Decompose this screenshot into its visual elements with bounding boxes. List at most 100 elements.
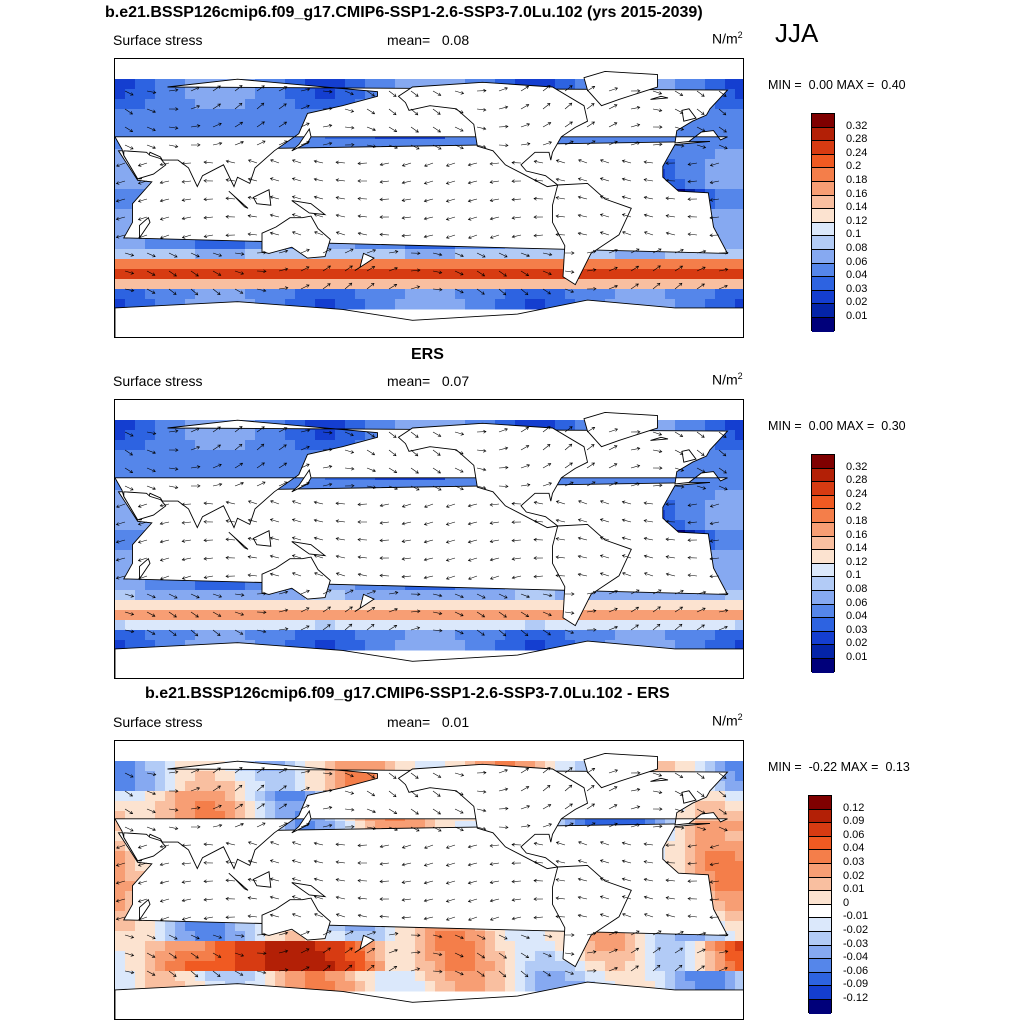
field-cell xyxy=(725,771,736,782)
field-cell xyxy=(175,771,186,782)
field-cell xyxy=(135,79,146,90)
stress-vector xyxy=(630,464,641,469)
field-cell xyxy=(725,259,736,270)
stress-vector xyxy=(586,140,596,146)
field-cell xyxy=(625,961,636,972)
field-cell xyxy=(725,961,736,972)
field-cell xyxy=(325,99,336,110)
field-cell xyxy=(425,610,436,621)
field-cell xyxy=(725,610,736,621)
field-cell xyxy=(405,279,416,290)
stress-vector xyxy=(401,180,412,185)
field-cell xyxy=(125,931,136,942)
field-cell xyxy=(405,961,416,972)
field-cell xyxy=(325,79,336,90)
stress-vector xyxy=(555,500,566,505)
stress-vector xyxy=(687,573,698,578)
field-cell xyxy=(505,931,516,942)
field-cell xyxy=(185,811,196,822)
field-cell xyxy=(665,590,676,601)
field-cell xyxy=(685,510,696,521)
colorbar-box xyxy=(812,222,834,237)
field-cell xyxy=(365,269,376,280)
field-cell xyxy=(285,610,296,621)
field-cell xyxy=(165,269,176,280)
land-polygon xyxy=(252,530,272,547)
field-cell xyxy=(715,881,726,892)
field-cell xyxy=(275,771,286,782)
panel-2-minmax: MIN = 0.00 MAX = 0.30 xyxy=(768,419,906,433)
stress-vector xyxy=(300,284,310,290)
field-cell xyxy=(115,550,126,561)
field-cell xyxy=(525,610,536,621)
field-cell xyxy=(215,771,226,782)
field-cell xyxy=(465,269,476,280)
field-cell xyxy=(115,570,126,581)
stress-vector xyxy=(586,609,597,613)
field-cell xyxy=(205,119,216,130)
field-cell xyxy=(305,269,316,280)
field-cell xyxy=(725,550,736,561)
field-cell xyxy=(175,99,186,110)
field-cell xyxy=(125,179,136,190)
field-cell xyxy=(165,119,176,130)
field-cell xyxy=(505,289,516,300)
field-cell xyxy=(415,590,426,601)
panel-1-units-base: N/m xyxy=(712,30,738,47)
stress-vector xyxy=(652,90,663,95)
field-cell xyxy=(505,249,516,260)
field-cell xyxy=(415,480,426,491)
stress-vector xyxy=(599,536,610,541)
stress-vector xyxy=(718,144,728,150)
stress-vector xyxy=(379,556,390,560)
field-cell xyxy=(685,299,696,310)
field-cell xyxy=(535,279,546,290)
field-cell xyxy=(695,119,706,130)
stress-vector xyxy=(520,593,530,599)
field-cell xyxy=(145,600,156,611)
field-cell xyxy=(425,480,436,491)
field-cell xyxy=(285,109,296,120)
field-cell xyxy=(315,480,326,491)
field-cell xyxy=(255,590,266,601)
field-cell xyxy=(545,249,556,260)
field-cell xyxy=(725,470,736,481)
field-cell xyxy=(125,620,136,631)
field-cell xyxy=(145,430,156,441)
field-cell xyxy=(645,249,656,260)
stress-vector xyxy=(718,126,727,133)
field-cell xyxy=(285,259,296,270)
field-cell xyxy=(555,420,566,431)
field-cell xyxy=(525,590,536,601)
field-cell xyxy=(735,229,743,240)
stress-vector xyxy=(212,270,222,276)
field-cell xyxy=(455,630,466,641)
field-cell xyxy=(495,931,506,942)
field-cell xyxy=(145,109,156,120)
field-cell xyxy=(245,119,256,130)
field-cell xyxy=(725,450,736,461)
stress-vector xyxy=(388,485,398,490)
stress-vector xyxy=(291,213,302,218)
field-cell xyxy=(245,931,256,942)
field-cell xyxy=(305,289,316,300)
field-cell xyxy=(725,570,736,581)
field-cell xyxy=(155,460,166,471)
field-cell xyxy=(395,249,406,260)
field-cell xyxy=(725,640,736,651)
field-cell xyxy=(175,761,186,772)
field-cell xyxy=(685,811,696,822)
field-cell xyxy=(115,961,126,972)
field-cell xyxy=(165,941,176,952)
stress-vector xyxy=(225,233,236,238)
stress-vector xyxy=(181,216,192,221)
field-cell xyxy=(215,620,226,631)
field-cell xyxy=(475,941,486,952)
stress-vector xyxy=(674,485,685,489)
stress-vector xyxy=(586,628,597,632)
field-cell xyxy=(595,289,606,300)
field-cell xyxy=(275,299,286,310)
field-cell xyxy=(405,259,416,270)
field-cell xyxy=(615,961,626,972)
field-cell xyxy=(525,600,536,611)
